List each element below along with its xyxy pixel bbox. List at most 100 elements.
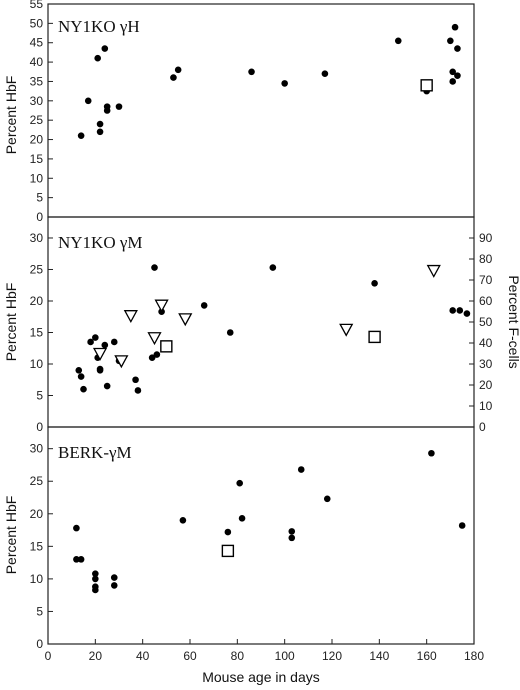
panel-3-data-point-circle [92, 575, 99, 583]
panel-3-y-tick-label: 10 [30, 572, 44, 586]
panel-1-data-point-circle [84, 97, 92, 105]
panel-2-data-point-square [368, 330, 381, 344]
panel-1-y-axis-label: Percent HbF [3, 76, 19, 155]
panel-2-data-point-triangle [147, 332, 162, 346]
panel-2-y2-tick-label: 90 [479, 231, 493, 245]
panel-3-data-point-circle [224, 528, 232, 536]
panel-3-data-point-circle [92, 570, 99, 577]
x-tick-label: 120 [322, 649, 342, 663]
panel-2-y2-tick-label: 30 [479, 357, 493, 371]
panel-2-data-point-circle [75, 366, 83, 374]
panel-3-data-point-circle [428, 449, 435, 457]
panel-2-data-point-circle [103, 382, 111, 390]
panel-2-y-axis-label: Percent HbF [3, 283, 19, 362]
panel-2-data-point-circle [80, 385, 87, 393]
panel-1-y-tick-label: 45 [30, 36, 44, 50]
panel-2-data-point-circle [132, 376, 139, 384]
panel-3-data-point-circle [73, 524, 80, 532]
panel-3-data-point-square [221, 544, 235, 558]
panel-2-y-tick-label: 15 [30, 325, 44, 339]
panel-2-data-point-circle [92, 334, 99, 341]
panel-2-y2-tick-label: 40 [479, 336, 493, 350]
panel-2-y-tick-label: 25 [30, 262, 44, 276]
panel-1-data-point-circle [174, 66, 182, 74]
panel-1-data-point-circle [454, 45, 461, 52]
panel-3-y-tick-label: 15 [30, 539, 44, 553]
panel-2-data-point-circle [449, 307, 457, 314]
panel-2-data-point-circle [151, 264, 158, 271]
panel-2-data-point-circle [463, 310, 471, 317]
panel-3-data-point-circle [288, 528, 296, 535]
panel-3-data-point-circle [110, 574, 118, 581]
x-tick-label: 40 [136, 649, 150, 663]
panel-1-y-tick-label: 30 [30, 94, 44, 108]
panel-1-data-point-circle [447, 37, 454, 45]
panel-1-data-point-circle [115, 103, 123, 110]
x-tick-label: 100 [275, 649, 295, 663]
panel-2-data-point-circle [153, 351, 161, 358]
panel-3-y-tick-label: 25 [30, 474, 44, 488]
panel-3-data-point-circle [323, 495, 331, 503]
panel-1-data-point-circle [449, 78, 457, 85]
panel-1-data-point-circle [248, 68, 255, 76]
panel-2-y-tick-label: 30 [30, 231, 44, 245]
panel-2-data-point-square [160, 340, 173, 353]
panel-3-data-point-circle [77, 556, 85, 563]
panel-2-data-point-circle [226, 329, 234, 336]
panel-3-data-point-circle [92, 586, 99, 594]
panel-2-data-point-triangle [154, 299, 169, 313]
panel-2-data-point-triangle [339, 323, 354, 337]
panel-1-y-tick-label: 35 [30, 74, 44, 88]
panel-3-data-point-circle [236, 479, 243, 487]
panel-2-y2-tick-label: 0 [479, 420, 486, 434]
x-tick-label: 0 [45, 649, 52, 663]
panel-1-data-point-circle [94, 54, 101, 62]
panel-2-data-point-triangle [114, 355, 129, 369]
panel-2-data-point-circle [96, 365, 104, 373]
panel-1-data-point-circle [394, 37, 402, 45]
panel-3-data-point-circle [458, 522, 466, 529]
panel-2-y2-tick-label: 50 [479, 315, 493, 329]
panel-1-y-tick-label: 40 [30, 55, 44, 69]
panel-1-data-point-circle [449, 68, 457, 76]
x-tick-label: 140 [369, 649, 389, 663]
panel-1-y-tick-label: 55 [30, 0, 44, 11]
panel-2-data-point-circle [456, 307, 464, 314]
panel-3-data-point-circle [288, 534, 296, 542]
panel-1-y-tick-label: 20 [30, 133, 44, 147]
panel-3-data-point-circle [179, 516, 187, 524]
panel-1-data-point-circle [454, 72, 461, 79]
panel-3-frame [47, 426, 475, 645]
panel-1-data-point-circle [451, 23, 459, 31]
panel-2-y-tick-label: 10 [30, 357, 44, 371]
panel-2-data-point-triangle [92, 347, 108, 361]
panel-1-data-point-circle [101, 45, 109, 52]
panel-2-title: NY1KO γM [58, 233, 143, 252]
panel-3-data-point-circle [110, 582, 118, 589]
panel-2-data-point-triangle [426, 264, 441, 278]
panel-3-y-tick-label: 5 [36, 604, 43, 618]
x-axis-label: Mouse age in days [202, 669, 320, 685]
panel-1-data-point-circle [170, 74, 177, 81]
panel-2-y-tick-label: 0 [36, 420, 43, 434]
panel-3-title: BERK-γM [58, 443, 132, 462]
panel-2-data-point-circle [101, 341, 109, 349]
panel-3-y-axis-label: Percent HbF [3, 496, 19, 575]
panel-1-data-point-circle [77, 132, 85, 139]
panel-1-y-tick-label: 5 [36, 191, 43, 205]
panel-2-data-point-circle [110, 338, 118, 346]
panel-3-y-tick-label: 0 [36, 637, 43, 651]
panel-1-data-point-square [420, 79, 433, 92]
x-tick-label: 20 [89, 649, 103, 663]
panel-2-y2-axis-label: Percent F-cells [506, 275, 520, 368]
panel-1-data-point-circle [103, 103, 111, 110]
x-tick-label: 160 [417, 649, 437, 663]
x-tick-label: 180 [464, 649, 484, 663]
panel-1-title: NY1KO γH [58, 17, 140, 36]
panel-1-y-tick-label: 10 [30, 171, 44, 185]
panel-2-y2-tick-label: 20 [479, 378, 493, 392]
panel-1-data-point-circle [96, 120, 104, 128]
panel-3-data-point-circle [238, 515, 246, 522]
panel-3-data-point-circle [73, 556, 80, 563]
